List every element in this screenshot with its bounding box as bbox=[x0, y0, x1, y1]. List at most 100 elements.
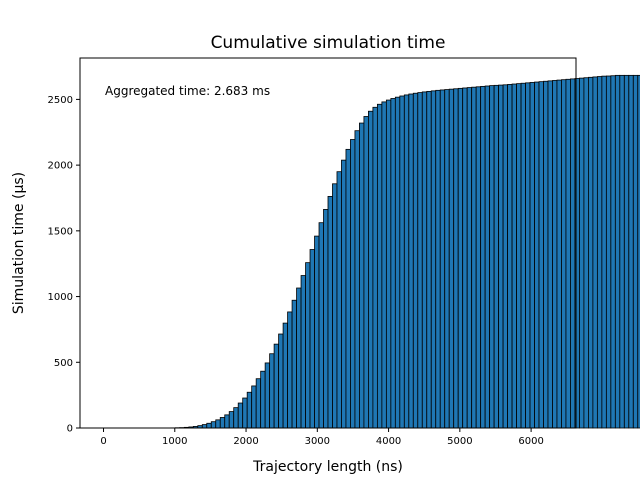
bar bbox=[484, 85, 491, 429]
bar bbox=[610, 75, 616, 429]
bar bbox=[305, 262, 311, 429]
bar bbox=[314, 235, 320, 429]
bar bbox=[489, 85, 495, 429]
bar bbox=[417, 92, 423, 429]
bar bbox=[210, 421, 217, 429]
bar bbox=[381, 101, 387, 429]
bar bbox=[583, 77, 589, 429]
bar bbox=[327, 195, 333, 429]
bar bbox=[538, 81, 544, 429]
bar bbox=[547, 80, 553, 429]
bar bbox=[296, 287, 302, 429]
y-tick-label: 1000 bbox=[48, 292, 73, 303]
bar bbox=[592, 76, 598, 429]
y-tick-label: 500 bbox=[54, 358, 73, 369]
bar bbox=[421, 91, 428, 429]
bar bbox=[430, 90, 437, 429]
bar bbox=[228, 411, 235, 429]
bar bbox=[269, 353, 275, 429]
bar bbox=[570, 78, 576, 429]
bar bbox=[543, 80, 549, 429]
bar bbox=[453, 88, 459, 429]
bar bbox=[224, 414, 230, 429]
bar bbox=[282, 322, 288, 429]
bar bbox=[278, 333, 284, 429]
bar bbox=[233, 407, 239, 429]
bar bbox=[462, 87, 468, 429]
bar bbox=[457, 87, 464, 429]
bar bbox=[336, 171, 342, 429]
bar bbox=[471, 86, 477, 429]
bar bbox=[520, 82, 526, 429]
bar bbox=[399, 95, 405, 429]
bar bbox=[619, 74, 625, 429]
bar bbox=[529, 82, 535, 429]
bar bbox=[605, 75, 612, 429]
bar bbox=[534, 81, 540, 429]
bar bbox=[435, 89, 441, 429]
y-axis-ticks: 0 500 1000 1500 2000 2500 bbox=[48, 95, 80, 435]
bar bbox=[403, 94, 410, 429]
y-tick-label: 2000 bbox=[48, 161, 73, 172]
y-tick-label: 2500 bbox=[48, 95, 73, 106]
bar bbox=[408, 93, 414, 429]
bar bbox=[412, 92, 419, 429]
bar bbox=[632, 74, 639, 429]
x-tick-label: 5000 bbox=[447, 436, 472, 447]
bar bbox=[219, 417, 226, 429]
bar bbox=[376, 103, 383, 429]
bar bbox=[309, 249, 315, 429]
bar bbox=[291, 299, 297, 429]
bar bbox=[601, 75, 607, 429]
bar bbox=[561, 79, 567, 429]
bar bbox=[623, 74, 630, 429]
x-tick-label: 3000 bbox=[305, 436, 330, 447]
bar bbox=[354, 130, 360, 429]
bar bbox=[332, 183, 338, 429]
bar bbox=[251, 385, 257, 429]
bar bbox=[426, 90, 432, 429]
bar bbox=[511, 83, 517, 429]
bar bbox=[439, 89, 446, 429]
aggregated-time-annotation: Aggregated time: 2.683 ms bbox=[105, 84, 270, 98]
bar bbox=[614, 74, 621, 429]
bar bbox=[323, 209, 329, 429]
bar bbox=[242, 397, 248, 429]
bar bbox=[498, 84, 504, 429]
bar bbox=[372, 106, 378, 429]
bar bbox=[359, 122, 365, 429]
y-axis-title: Simulation time (µs) bbox=[11, 172, 27, 314]
bar bbox=[273, 343, 280, 429]
bar bbox=[628, 74, 634, 429]
bar bbox=[394, 96, 401, 429]
x-axis-ticks: 0 1000 2000 3000 4000 5000 6000 bbox=[100, 428, 544, 447]
bar bbox=[246, 391, 253, 429]
bar bbox=[206, 422, 212, 429]
x-tick-label: 4000 bbox=[376, 436, 401, 447]
bar bbox=[345, 148, 351, 429]
bar bbox=[363, 116, 369, 429]
bar bbox=[552, 80, 558, 429]
bar bbox=[596, 76, 603, 429]
y-tick-label: 0 bbox=[67, 424, 73, 435]
bar bbox=[237, 402, 244, 429]
plot-frame bbox=[79, 57, 577, 429]
x-tick-label: 2000 bbox=[233, 436, 258, 447]
bar bbox=[287, 311, 293, 429]
x-tick-label: 6000 bbox=[518, 436, 543, 447]
bar bbox=[516, 83, 522, 429]
bar bbox=[579, 77, 585, 429]
bar bbox=[255, 378, 262, 429]
x-tick-label: 1000 bbox=[162, 436, 187, 447]
bar bbox=[637, 74, 640, 429]
bar bbox=[525, 82, 531, 429]
bar bbox=[448, 88, 455, 429]
x-tick-label: 0 bbox=[100, 436, 106, 447]
bar bbox=[215, 419, 221, 429]
bar bbox=[341, 159, 347, 429]
bar bbox=[480, 85, 486, 429]
bar bbox=[507, 84, 513, 429]
bar bbox=[264, 362, 271, 429]
